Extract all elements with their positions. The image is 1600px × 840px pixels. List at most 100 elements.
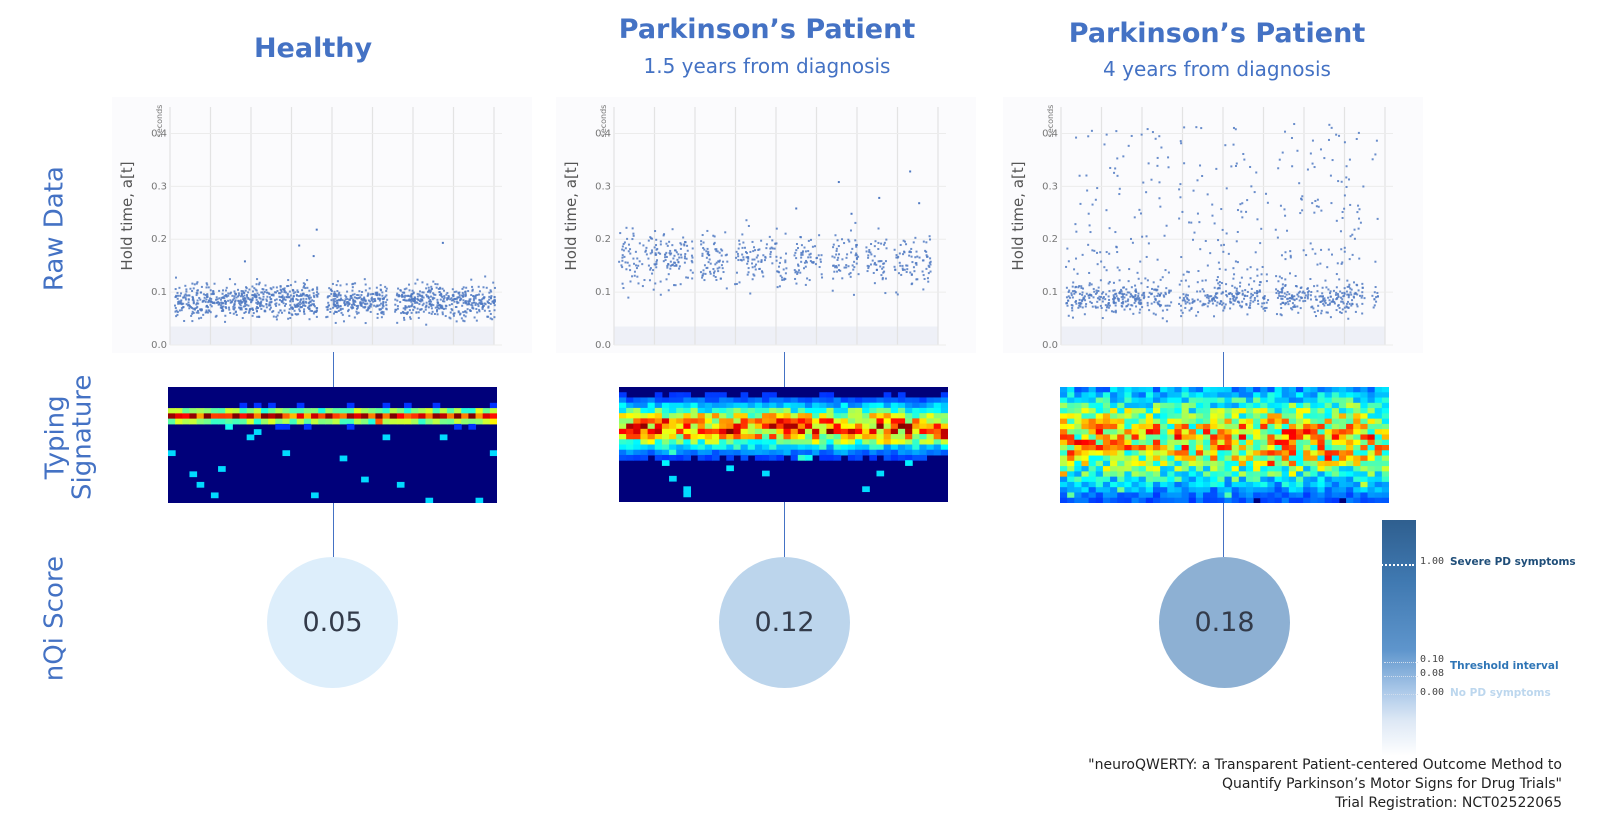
scatter-point [1264,309,1267,312]
heatmap-cell [1296,460,1304,467]
heatmap-cell [1088,445,1097,451]
heatmap-cell [719,413,727,419]
scatter-point [296,294,299,297]
scatter-point [369,293,372,296]
heatmap-cell [1081,392,1090,399]
scatter-point [1092,296,1095,299]
heatmap-cell [855,397,863,404]
scatter-point [1199,248,1202,251]
scatter-point [1215,296,1218,299]
scatter-point [1350,304,1353,307]
scatter-point [702,269,705,272]
heatmap-cell [733,428,742,435]
heatmap-cell [619,439,627,445]
heatmap-cell [1296,439,1304,446]
heatmap-cell [368,408,376,414]
scatter-point [441,300,444,303]
scatter-point [1075,230,1078,233]
scatter-point [325,306,328,309]
scatter-point [336,304,339,307]
scatter-point [1353,228,1356,231]
heatmap-cell [940,449,948,456]
scatter-point [666,244,669,247]
scatter-point [629,269,632,272]
heatmap-cell [697,439,706,445]
scatter-point [456,302,459,305]
heatmap-cell [862,413,870,419]
heatmap-cell [1310,466,1318,472]
scatter-point [283,287,286,290]
scatter-point [336,299,339,302]
heatmap-cell [1067,445,1075,451]
scatter-point [1256,291,1259,294]
scatter-point [380,312,383,315]
scatter-point [873,245,876,248]
scatter-point [814,263,817,266]
heatmap-cell [661,444,670,451]
heatmap-cell [1324,439,1333,446]
scatter-point [396,292,399,295]
heatmap-cell [1245,397,1254,404]
heatmap-cell [1095,492,1104,499]
heatmap-cell [203,408,212,414]
scatter-point [222,296,225,299]
scatter-point [1118,291,1121,294]
heatmap-cell [1231,392,1240,399]
scatter-point [339,305,342,308]
scatter-point [868,248,871,251]
scatter-point [452,299,455,302]
scatter-point [1153,301,1156,304]
scatter-point [1097,289,1100,292]
scatter-point [1343,246,1346,249]
heatmap-cell [1317,434,1326,441]
scatter-point [221,308,224,311]
scatter-point [474,303,477,306]
heatmap-cell [461,408,469,414]
scatter-point [1235,240,1238,243]
scatter-point [1306,168,1309,171]
heatmap-cell [776,444,784,451]
heatmap-cell [361,418,369,425]
scatter-point [380,308,383,311]
scatter-point [702,241,705,244]
scatter-point [837,256,840,259]
scatter-point [1314,295,1317,298]
scatter-point [1233,296,1236,299]
heatmap-cell [1231,429,1240,435]
scatter-point [898,261,901,264]
heatmap-cell [1203,387,1211,393]
heatmap-cell [704,434,713,440]
scatter-point [873,263,876,266]
heatmap-cell [289,413,298,420]
heatmap-cell [1160,418,1168,425]
heatmap-cell [855,439,863,445]
scatter-point [265,298,268,301]
scatter-point [1361,282,1364,285]
heatmap-cell [1217,387,1225,393]
scatter-point [255,310,258,313]
scatter-point [850,251,853,254]
scatter-point [1096,251,1099,254]
heatmap-cell [189,418,198,425]
scatter-point [713,270,716,273]
scatter-point [382,313,385,316]
scatter-point [867,254,870,257]
heatmap-cell [239,418,248,425]
heatmap-cell [1274,471,1283,478]
heatmap-cell [225,408,233,414]
scatter-point [379,284,382,287]
scatter-point [302,301,305,304]
heatmap-cell [1288,387,1297,393]
heatmap-cell [1245,492,1254,499]
scatter-point [248,288,251,291]
heatmap-cell [1274,439,1283,446]
scatter-point [775,242,778,245]
scatter-point [270,301,273,304]
scatter-point [244,289,247,292]
scatter-point [1309,298,1312,301]
heatmap-cell [654,418,663,425]
scatter-point [1163,234,1166,237]
scatter-point [248,310,251,313]
heatmap-cell [1224,408,1233,414]
heatmap-cell [647,413,656,419]
